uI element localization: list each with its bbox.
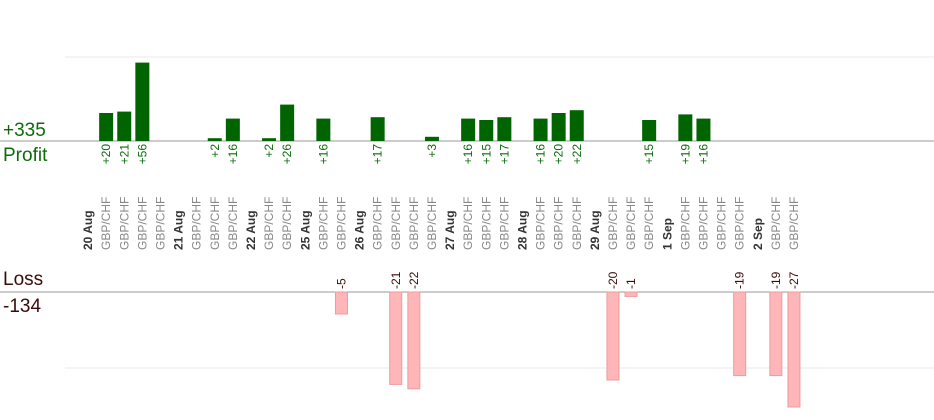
profit-bar xyxy=(99,113,114,141)
profit-value-label: +2 xyxy=(262,144,276,158)
profit-bar xyxy=(497,117,512,141)
profit-label: Profit xyxy=(3,145,48,166)
pair-tick-label: GBP/CHF xyxy=(316,197,330,250)
date-tick-label: 28 Aug xyxy=(515,210,529,250)
profit-bar xyxy=(569,110,584,141)
profit-value-label: +21 xyxy=(117,144,131,165)
pair-tick-label: GBP/CHF xyxy=(135,197,149,250)
loss-bar xyxy=(407,291,421,390)
profit-value-label: +16 xyxy=(461,144,475,165)
pair-tick-label: GBP/CHF xyxy=(479,197,493,250)
profit-value-label: +15 xyxy=(642,144,656,165)
profit-value-label: +16 xyxy=(226,144,240,165)
pair-tick-label: GBP/CHF xyxy=(497,197,511,250)
loss-value-label: -27 xyxy=(787,271,801,289)
profit-bar xyxy=(533,118,548,141)
loss-value-label: -19 xyxy=(733,271,747,289)
profit-bar xyxy=(262,138,277,141)
profit-value-label: +2 xyxy=(208,144,222,158)
pair-tick-label: GBP/CHF xyxy=(461,197,475,250)
profit-bar xyxy=(316,118,331,141)
profit-bar xyxy=(280,104,295,141)
loss-total: -134 xyxy=(3,296,42,317)
loss-value-label: -22 xyxy=(407,271,421,289)
pair-tick-label: GBP/CHF xyxy=(407,197,421,250)
pair-tick-label: GBP/CHF xyxy=(642,197,656,250)
profit-value-label: +17 xyxy=(371,144,385,165)
profit-bar xyxy=(642,120,657,141)
pair-tick-label: GBP/CHF xyxy=(678,197,692,250)
pair-tick-label: GBP/CHF xyxy=(769,197,783,250)
pair-tick-label: GBP/CHF xyxy=(371,197,385,250)
date-tick-label: 25 Aug xyxy=(298,210,312,250)
pair-tick-label: GBP/CHF xyxy=(425,197,439,250)
loss-bar xyxy=(733,291,747,377)
pair-tick-label: GBP/CHF xyxy=(389,197,403,250)
pair-tick-label: GBP/CHF xyxy=(226,197,240,250)
profit-value-label: +16 xyxy=(696,144,710,165)
pair-tick-label: GBP/CHF xyxy=(190,197,204,250)
profit-bar xyxy=(117,111,132,141)
pair-tick-label: GBP/CHF xyxy=(208,197,222,250)
pair-tick-label: GBP/CHF xyxy=(787,197,801,250)
profit-value-label: +3 xyxy=(425,144,439,158)
pair-tick-label: GBP/CHF xyxy=(117,197,131,250)
date-tick-label: 20 Aug xyxy=(81,210,95,250)
profit-value-label: +15 xyxy=(479,144,493,165)
profit-bar xyxy=(696,118,711,141)
pair-tick-label: GBP/CHF xyxy=(99,197,113,250)
profit-value-label: +26 xyxy=(280,144,294,165)
pair-tick-label: GBP/CHF xyxy=(696,197,710,250)
pair-tick-label: GBP/CHF xyxy=(153,197,167,250)
profit-value-label: +20 xyxy=(552,144,566,165)
profit-value-label: +20 xyxy=(99,144,113,165)
pair-tick-label: GBP/CHF xyxy=(280,197,294,250)
pair-tick-label: GBP/CHF xyxy=(334,197,348,250)
loss-bar xyxy=(769,291,783,377)
profit-bar xyxy=(424,136,439,141)
loss-bar xyxy=(334,291,348,315)
date-tick-label: 2 Sep xyxy=(751,218,765,250)
date-tick-label: 27 Aug xyxy=(443,210,457,250)
profit-value-label: +16 xyxy=(534,144,548,165)
loss-label: Loss xyxy=(3,269,44,290)
profit-bar xyxy=(207,138,222,141)
loss-value-label: -5 xyxy=(334,278,348,289)
profit-bar xyxy=(370,117,385,141)
profit-bar xyxy=(135,62,150,141)
profit-value-label: +19 xyxy=(678,144,692,165)
profit-bar xyxy=(678,114,693,141)
pair-tick-label: GBP/CHF xyxy=(733,197,747,250)
loss-bar xyxy=(606,291,620,381)
profit-value-label: +16 xyxy=(316,144,330,165)
pair-tick-label: GBP/CHF xyxy=(262,197,276,250)
profit-bar xyxy=(479,120,494,141)
date-tick-label: 29 Aug xyxy=(588,210,602,250)
loss-value-label: -19 xyxy=(769,271,783,289)
pair-tick-label: GBP/CHF xyxy=(570,197,584,250)
loss-value-label: -20 xyxy=(606,271,620,289)
profit-bar xyxy=(461,118,476,141)
profit-value-label: +56 xyxy=(135,144,149,165)
pair-tick-label: GBP/CHF xyxy=(534,197,548,250)
pair-tick-label: GBP/CHF xyxy=(715,197,729,250)
loss-bar xyxy=(624,291,638,297)
date-tick-label: 26 Aug xyxy=(353,210,367,250)
loss-bar xyxy=(787,291,801,408)
profit-bar xyxy=(225,118,240,141)
loss-value-label: -1 xyxy=(624,278,638,289)
profit-total: +335 xyxy=(3,120,46,141)
date-tick-label: 21 Aug xyxy=(172,210,186,250)
pair-tick-label: GBP/CHF xyxy=(552,197,566,250)
profit-value-label: +17 xyxy=(497,144,511,165)
pair-tick-label: GBP/CHF xyxy=(606,197,620,250)
loss-bar xyxy=(389,291,403,385)
pair-tick-label: GBP/CHF xyxy=(624,197,638,250)
loss-value-label: -21 xyxy=(389,271,403,289)
profit-bar xyxy=(551,113,566,141)
date-tick-label: 22 Aug xyxy=(244,210,258,250)
profit-value-label: +22 xyxy=(570,144,584,165)
date-tick-label: 1 Sep xyxy=(660,218,674,250)
